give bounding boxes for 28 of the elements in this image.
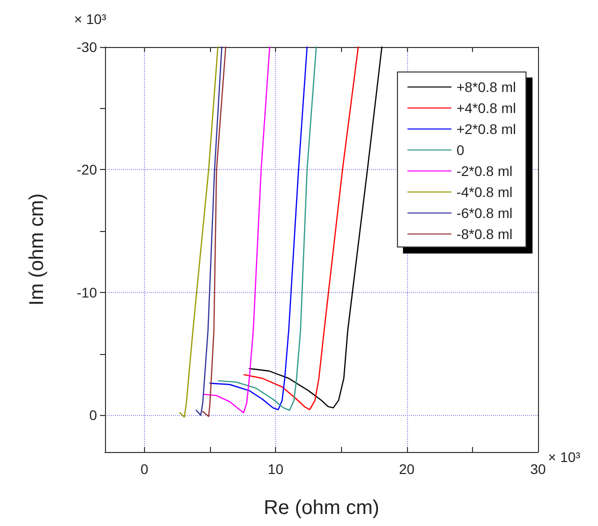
line-series (196, 46, 222, 416)
line-series (179, 46, 218, 418)
line-series (202, 46, 226, 418)
legend-label: +2*0.8 ml (456, 121, 516, 137)
y-tick-label: -20 (76, 162, 98, 178)
y-axis-title: Im (ohm cm) (26, 193, 48, 306)
line-series (202, 46, 270, 414)
line-series (248, 46, 382, 408)
text: × 10³ (74, 11, 107, 27)
x-tick-label: 10 (268, 461, 284, 477)
legend-label: -2*0.8 ml (456, 163, 512, 179)
y-tick-label: -30 (76, 39, 98, 55)
y-tick-label: -10 (76, 284, 98, 300)
x-tick-label: 20 (399, 461, 415, 477)
legend-label: -4*0.8 ml (456, 184, 512, 200)
legend-label: -8*0.8 ml (456, 226, 512, 242)
legend-label: +4*0.8 ml (456, 100, 516, 116)
x-axis-title: Re (ohm cm) (264, 497, 380, 519)
x-tick-label: 0 (140, 461, 148, 477)
x-tick-label: 30 (530, 461, 546, 477)
line-series (243, 46, 359, 410)
text: × 10³ (548, 449, 581, 465)
legend-label: 0 (456, 142, 464, 158)
y-tick-label: 0 (89, 407, 98, 424)
line-series (218, 46, 317, 411)
legend-label: -6*0.8 ml (456, 205, 512, 221)
legend-label: +8*0.8 ml (456, 79, 516, 95)
line-series (209, 46, 308, 410)
